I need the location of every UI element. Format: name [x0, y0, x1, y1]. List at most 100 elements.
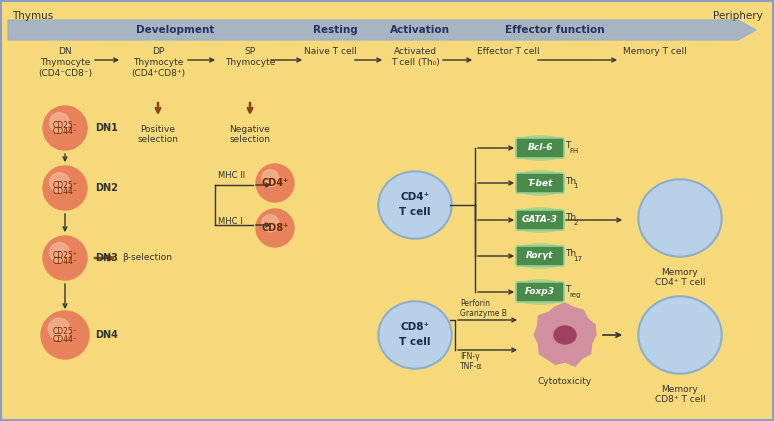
- Text: 1: 1: [574, 183, 578, 189]
- Ellipse shape: [522, 280, 559, 290]
- Text: IFN-γ
TNF-α: IFN-γ TNF-α: [460, 352, 482, 371]
- Text: Negative
selection: Negative selection: [230, 125, 270, 144]
- Text: Th: Th: [565, 176, 576, 186]
- Text: Resting: Resting: [313, 25, 358, 35]
- Text: CD8⁺: CD8⁺: [400, 322, 430, 332]
- Ellipse shape: [542, 317, 550, 325]
- FancyBboxPatch shape: [516, 246, 564, 266]
- Text: Rorγt: Rorγt: [526, 251, 553, 261]
- FancyBboxPatch shape: [516, 282, 564, 302]
- Text: CD8⁺: CD8⁺: [262, 223, 289, 233]
- Ellipse shape: [50, 242, 70, 262]
- Text: Memory
CD4⁺ T cell: Memory CD4⁺ T cell: [655, 268, 705, 288]
- Ellipse shape: [560, 309, 570, 316]
- Text: T: T: [565, 141, 570, 150]
- Text: MHC II: MHC II: [218, 171, 245, 180]
- FancyBboxPatch shape: [516, 173, 564, 193]
- Ellipse shape: [256, 209, 294, 247]
- Ellipse shape: [522, 136, 559, 146]
- Ellipse shape: [522, 258, 559, 269]
- Text: MHC I: MHC I: [218, 217, 242, 226]
- Ellipse shape: [43, 166, 87, 210]
- Text: SP
Thymocyte: SP Thymocyte: [224, 47, 276, 67]
- Ellipse shape: [43, 106, 87, 150]
- Text: Th: Th: [565, 213, 576, 223]
- Text: GATA-3: GATA-3: [522, 216, 558, 224]
- Text: CD25⁺: CD25⁺: [53, 250, 77, 259]
- Ellipse shape: [522, 208, 559, 218]
- Text: Activation: Activation: [390, 25, 450, 35]
- Text: Effector function: Effector function: [505, 25, 604, 35]
- Ellipse shape: [522, 294, 559, 304]
- Text: CD44⁻: CD44⁻: [53, 128, 77, 136]
- Text: 17: 17: [574, 256, 582, 262]
- Ellipse shape: [262, 215, 279, 232]
- Ellipse shape: [638, 179, 722, 257]
- Ellipse shape: [577, 320, 586, 327]
- Text: CD25⁻: CD25⁻: [53, 328, 77, 336]
- Ellipse shape: [50, 112, 70, 132]
- Ellipse shape: [583, 331, 591, 338]
- Text: Periphery: Periphery: [714, 11, 763, 21]
- Text: β-selection: β-selection: [122, 253, 172, 263]
- Ellipse shape: [522, 244, 559, 254]
- Text: Positive
selection: Positive selection: [138, 125, 179, 144]
- Text: FH: FH: [569, 148, 578, 154]
- Ellipse shape: [542, 338, 550, 345]
- FancyArrow shape: [8, 20, 756, 40]
- Text: T-bet: T-bet: [527, 179, 553, 187]
- Text: Cytotoxicity: Cytotoxicity: [538, 377, 592, 386]
- Text: DN1: DN1: [95, 123, 118, 133]
- Text: Activated
T cell (Th₀): Activated T cell (Th₀): [391, 47, 440, 67]
- Ellipse shape: [638, 296, 722, 374]
- Text: CD44⁻: CD44⁻: [53, 187, 77, 197]
- Ellipse shape: [522, 222, 559, 232]
- Ellipse shape: [573, 348, 582, 355]
- Ellipse shape: [640, 181, 720, 255]
- Ellipse shape: [522, 185, 559, 195]
- Text: CD44⁻: CD44⁻: [53, 335, 77, 344]
- Ellipse shape: [41, 311, 89, 359]
- Text: DP
Thymocyte
(CD4⁺CD8⁺): DP Thymocyte (CD4⁺CD8⁺): [131, 47, 185, 78]
- Text: Naive T cell: Naive T cell: [303, 47, 357, 56]
- Text: Thymus: Thymus: [12, 11, 53, 21]
- Ellipse shape: [380, 303, 450, 367]
- Text: CD4⁺: CD4⁺: [400, 192, 430, 202]
- Text: T cell: T cell: [399, 207, 431, 217]
- Text: T: T: [565, 285, 570, 295]
- Ellipse shape: [553, 353, 563, 360]
- Text: Foxp3: Foxp3: [525, 288, 555, 296]
- Text: DN2: DN2: [95, 183, 118, 193]
- Polygon shape: [534, 303, 596, 366]
- Text: Bcl-6: Bcl-6: [527, 144, 553, 152]
- Text: Effector T cell: Effector T cell: [477, 47, 539, 56]
- Ellipse shape: [378, 301, 452, 369]
- Ellipse shape: [50, 173, 70, 192]
- Ellipse shape: [522, 150, 559, 160]
- Text: CD4⁺: CD4⁺: [262, 178, 289, 188]
- Ellipse shape: [640, 298, 720, 372]
- Ellipse shape: [262, 170, 279, 187]
- Ellipse shape: [43, 236, 87, 280]
- Text: CD44⁻: CD44⁻: [53, 258, 77, 266]
- Text: 2: 2: [574, 220, 577, 226]
- Text: DN
Thymocyte
(CD4⁻CD8⁻): DN Thymocyte (CD4⁻CD8⁻): [38, 47, 92, 78]
- Text: Development: Development: [135, 25, 214, 35]
- FancyBboxPatch shape: [516, 138, 564, 158]
- Text: CD25⁺: CD25⁺: [53, 181, 77, 189]
- Ellipse shape: [380, 173, 450, 237]
- Text: DN3: DN3: [95, 253, 118, 263]
- Text: Perforin
Granzyme B: Perforin Granzyme B: [460, 298, 507, 318]
- Text: Memory T cell: Memory T cell: [623, 47, 687, 56]
- Text: CD25⁻: CD25⁻: [53, 120, 77, 130]
- Text: reg: reg: [569, 292, 580, 298]
- Ellipse shape: [378, 171, 452, 239]
- FancyBboxPatch shape: [516, 210, 564, 230]
- Text: T cell: T cell: [399, 337, 431, 347]
- Ellipse shape: [48, 318, 70, 340]
- Ellipse shape: [554, 326, 576, 344]
- Ellipse shape: [522, 171, 559, 181]
- Text: Memory
CD8⁺ T cell: Memory CD8⁺ T cell: [655, 385, 705, 405]
- Text: Th: Th: [565, 250, 576, 258]
- Text: DN4: DN4: [95, 330, 118, 340]
